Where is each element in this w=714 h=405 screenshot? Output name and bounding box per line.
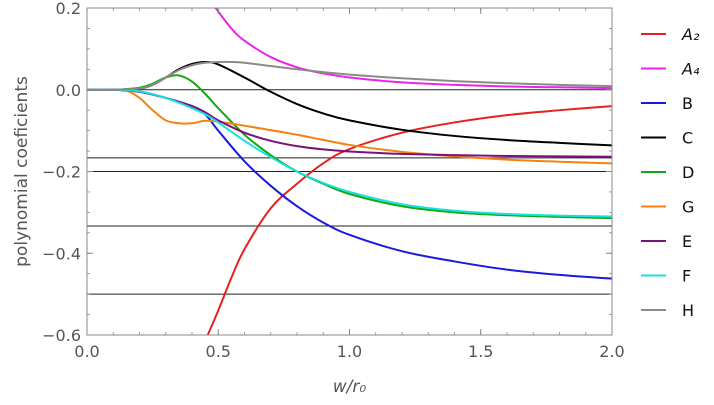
- legend-label: C: [682, 129, 693, 148]
- series-line-7: [87, 88, 612, 218]
- x-axis: 0.0 0.5 1.0 1.5 2.0: [74, 8, 625, 361]
- legend-label: A₂: [681, 25, 700, 44]
- y-tick-label: −0.4: [42, 244, 81, 263]
- series-line-6: [87, 88, 612, 158]
- x-tick-label: 1.0: [337, 342, 362, 361]
- legend-label: F: [682, 267, 691, 286]
- y-tick-label: 0.2: [56, 0, 81, 18]
- legend-label: B: [682, 94, 693, 113]
- series-line-0: [206, 105, 612, 335]
- series-line-4: [87, 74, 612, 220]
- series-line-5: [87, 88, 612, 165]
- y-tick-label: 0.0: [56, 81, 81, 100]
- legend-label: A₄: [681, 60, 700, 79]
- plot-area: [87, 8, 612, 335]
- x-tick-label: 0.5: [206, 342, 231, 361]
- y-axis-title: polynomial coeficients: [12, 76, 32, 267]
- y-tick-label: −0.6: [42, 326, 81, 345]
- legend-label: D: [682, 163, 694, 182]
- x-tick-label: 0.0: [74, 342, 99, 361]
- legend-label: H: [682, 301, 694, 320]
- series-line-1: [214, 8, 612, 90]
- x-axis-title: w/r₀: [333, 377, 367, 397]
- series-line-8: [87, 60, 612, 91]
- y-tick-label: −0.2: [42, 163, 81, 182]
- legend-label: E: [682, 232, 692, 251]
- x-tick-label: 1.5: [468, 342, 493, 361]
- series-line-2: [87, 88, 612, 280]
- y-axis: 0.2 0.0 −0.2 −0.4 −0.6: [42, 0, 612, 345]
- reference-lines: [87, 89, 612, 295]
- legend-label: G: [682, 198, 694, 217]
- x-tick-label: 2.0: [599, 342, 624, 361]
